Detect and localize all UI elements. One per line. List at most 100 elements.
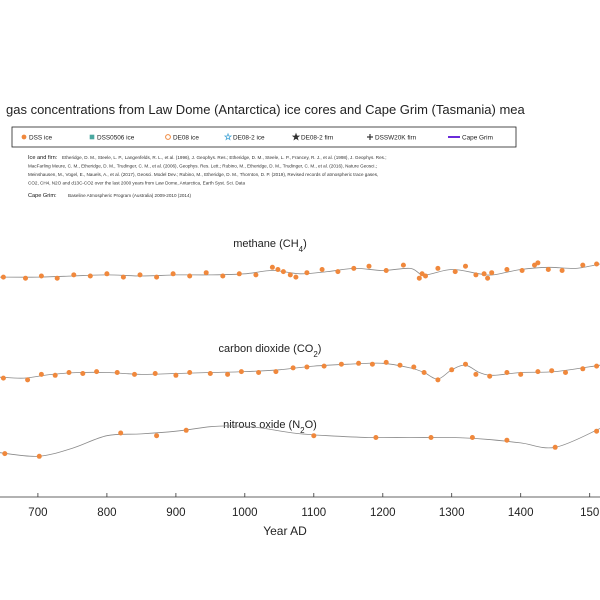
data-point <box>449 367 455 373</box>
data-point <box>463 361 468 367</box>
legend-label-0: DSS ice <box>29 134 53 141</box>
data-point <box>152 371 158 376</box>
data-point <box>519 268 525 273</box>
legend-marker-5 <box>367 134 373 140</box>
panel-curve-2 <box>0 425 600 457</box>
data-point <box>397 362 403 368</box>
data-point <box>473 371 479 377</box>
data-point <box>485 275 491 281</box>
data-point <box>71 272 77 278</box>
panel-label-end: ) <box>303 238 307 250</box>
legend-label-2: DE08 ice <box>173 134 199 141</box>
x-tick-label: 1000 <box>232 507 258 519</box>
data-point <box>416 275 422 281</box>
data-point <box>253 272 259 278</box>
data-point <box>373 435 379 440</box>
data-point <box>0 375 6 381</box>
data-point <box>66 370 72 375</box>
data-point <box>580 262 586 268</box>
data-point <box>435 377 441 383</box>
legend-marker-square <box>89 134 95 140</box>
data-point <box>400 262 406 268</box>
legend-marker-dot <box>21 134 27 140</box>
data-point <box>559 268 565 273</box>
data-point <box>366 263 372 269</box>
data-point <box>469 435 475 440</box>
data-point <box>120 274 126 280</box>
data-point <box>421 370 427 375</box>
data-point <box>38 273 44 279</box>
data-point <box>594 428 600 434</box>
data-point <box>280 269 286 275</box>
data-point <box>183 427 189 433</box>
citation-line-2: Meinshausen, M., Vogel, E., Nauels, A., … <box>28 172 378 177</box>
panel-2: nitrous oxide (N2O) <box>0 419 600 459</box>
data-point <box>452 269 458 275</box>
x-tick-label: 800 <box>97 507 116 519</box>
x-tick-label: 1300 <box>439 507 465 519</box>
citation-line-1: MacFarling Meure, C. M., Etheridge, D. M… <box>28 164 377 169</box>
data-point <box>25 377 31 383</box>
data-point <box>275 267 281 272</box>
data-point <box>594 363 600 369</box>
citation-line-0: Etheridge, D. M., Steele, L. P., Langenf… <box>62 155 387 160</box>
data-point <box>335 269 341 275</box>
legend-label-1: DSS0506 ice <box>97 134 135 141</box>
data-point <box>290 365 296 371</box>
data-point <box>256 370 262 375</box>
data-point <box>435 265 441 271</box>
data-point <box>207 371 213 376</box>
data-point <box>104 271 110 277</box>
data-point <box>351 265 357 271</box>
data-point <box>293 274 299 280</box>
data-point <box>383 359 389 365</box>
data-point <box>463 263 468 269</box>
chart-legend: DSS ice DSS0506 ice DE08 ice DE08-2 ice DE08… <box>11 126 517 148</box>
data-point <box>383 268 389 273</box>
data-point <box>52 372 58 378</box>
citation-capegrim-line: Baseline Atmospheric Program (Australia)… <box>68 193 192 198</box>
data-point <box>220 273 226 279</box>
x-axis-ticks: 700 800 900 1000 1100 1200 1300 1400 150 <box>28 493 599 519</box>
data-point <box>321 363 327 369</box>
data-point <box>187 370 193 375</box>
data-point <box>54 275 60 281</box>
x-tick-label: 1200 <box>370 507 396 519</box>
data-point <box>489 270 495 276</box>
data-point <box>504 437 510 443</box>
legend-label-4: DE08-2 firn <box>301 134 334 141</box>
data-point <box>23 275 28 281</box>
data-point <box>594 261 600 267</box>
citations-block: Ice and firn: Etheridge, D. M., Steele, L… <box>28 155 387 199</box>
data-point <box>304 364 310 370</box>
data-point <box>356 360 362 366</box>
panel-label-0: methane (CH4) <box>233 238 307 254</box>
citation-ice-heading: Ice and firn: <box>28 155 58 161</box>
data-point <box>423 273 428 279</box>
data-point <box>87 273 93 279</box>
panel-label-main: carbon dioxide (CO <box>219 343 314 355</box>
data-point <box>118 430 124 436</box>
data-point <box>132 371 137 377</box>
data-point <box>552 444 558 450</box>
data-point <box>173 372 179 378</box>
legend-marker-3 <box>223 132 233 141</box>
panel-label-main: nitrous oxide (N <box>223 419 300 431</box>
data-point <box>238 369 244 375</box>
data-point <box>80 371 86 376</box>
chart-title: gas concentrations from Law Dome (Antarc… <box>6 102 526 117</box>
data-point <box>114 370 120 375</box>
data-point <box>428 435 434 440</box>
data-point <box>518 371 524 377</box>
data-point <box>504 267 510 272</box>
panel-label-sub: 2 <box>300 426 305 435</box>
citation-capegrim-heading: Cape Grim: <box>28 193 57 199</box>
panel-0: methane (CH4) <box>0 238 600 281</box>
panel-label-end: ) <box>318 343 322 355</box>
data-point <box>487 373 493 379</box>
x-tick-label: 1400 <box>508 507 534 519</box>
legend-marker-ring <box>165 134 171 140</box>
data-point <box>535 260 541 266</box>
panel-1: carbon dioxide (CO2) <box>0 343 600 383</box>
